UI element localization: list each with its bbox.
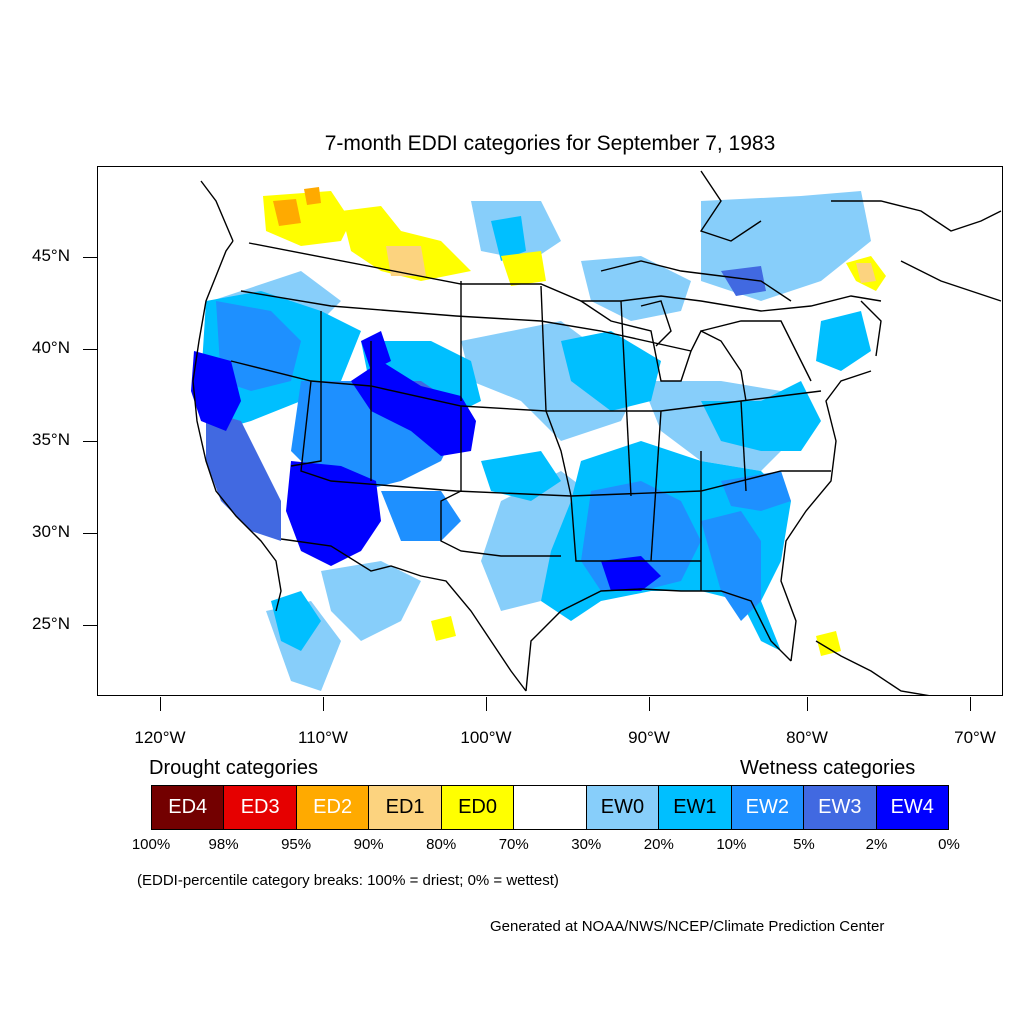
break-label: 30% bbox=[571, 836, 602, 853]
legend-swatch-ed0: ED0 bbox=[441, 786, 515, 829]
drought-heading: Drought categories bbox=[149, 757, 318, 779]
ew4-regions bbox=[191, 331, 661, 591]
lon-tick bbox=[807, 697, 808, 711]
category-legend: ED4 ED3 ED2 ED1 ED0 EW0 EW1 EW2 EW3 EW4 bbox=[151, 785, 949, 830]
lat-label-35: 35°N bbox=[32, 430, 70, 449]
break-label: 20% bbox=[643, 836, 674, 853]
wetness-heading: Wetness categories bbox=[740, 757, 916, 779]
lat-label-40: 40°N bbox=[32, 338, 70, 357]
breaks-note: (EDDI-percentile category breaks: 100% =… bbox=[137, 872, 559, 889]
legend-swatch-ew3: EW3 bbox=[804, 786, 877, 829]
lat-label-45: 45°N bbox=[32, 246, 70, 265]
lon-tick bbox=[970, 697, 971, 711]
lon-tick bbox=[486, 697, 487, 711]
legend-swatch-ed4: ED4 bbox=[152, 786, 225, 829]
legend-swatch-ew1: EW1 bbox=[659, 786, 732, 829]
lon-label-120w: 120°W bbox=[134, 728, 186, 747]
break-label: 2% bbox=[865, 836, 888, 853]
break-label: 5% bbox=[793, 836, 815, 853]
lat-tick bbox=[83, 257, 97, 258]
ed1-regions bbox=[386, 246, 876, 283]
break-label: 98% bbox=[208, 836, 239, 853]
lon-label-80w: 80°W bbox=[786, 728, 828, 747]
lon-label-90w: 90°W bbox=[628, 728, 670, 747]
map-title: 7-month EDDI categories for September 7,… bbox=[324, 132, 776, 155]
legend-swatch-ew2: EW2 bbox=[731, 786, 805, 829]
break-label: 0% bbox=[938, 836, 960, 853]
lon-label-110w: 110°W bbox=[298, 728, 348, 747]
lon-tick bbox=[323, 697, 324, 711]
legend-swatch-ew4: EW4 bbox=[876, 786, 948, 829]
break-label: 80% bbox=[426, 836, 457, 853]
lon-tick bbox=[649, 697, 650, 711]
lat-tick bbox=[83, 625, 97, 626]
lon-label-70w: 70°W bbox=[954, 728, 996, 747]
break-label: 95% bbox=[281, 836, 312, 853]
break-label: 100% bbox=[131, 836, 171, 853]
legend-swatch-ed3: ED3 bbox=[224, 786, 297, 829]
map-canvas bbox=[191, 170, 1002, 695]
legend-swatch-ew0: EW0 bbox=[586, 786, 660, 829]
lon-tick bbox=[160, 697, 161, 711]
lat-label-30: 30°N bbox=[32, 522, 70, 541]
lat-tick bbox=[83, 533, 97, 534]
ed0-regions bbox=[263, 191, 886, 656]
break-label: 10% bbox=[716, 836, 747, 853]
credit-text: Generated at NOAA/NWS/NCEP/Climate Predi… bbox=[490, 918, 885, 935]
legend-swatch-ed1: ED1 bbox=[369, 786, 442, 829]
lat-tick bbox=[83, 349, 97, 350]
legend-swatch-normal bbox=[514, 786, 587, 829]
boundary-lines bbox=[192, 170, 1002, 695]
ed2-regions bbox=[273, 187, 321, 226]
eddi-map bbox=[97, 166, 1003, 696]
lat-tick bbox=[83, 441, 97, 442]
legend-swatch-ed2: ED2 bbox=[296, 786, 370, 829]
lon-label-100w: 100°W bbox=[460, 728, 512, 747]
break-label: 90% bbox=[353, 836, 384, 853]
break-label: 70% bbox=[498, 836, 529, 853]
lat-label-25: 25°N bbox=[32, 614, 70, 633]
